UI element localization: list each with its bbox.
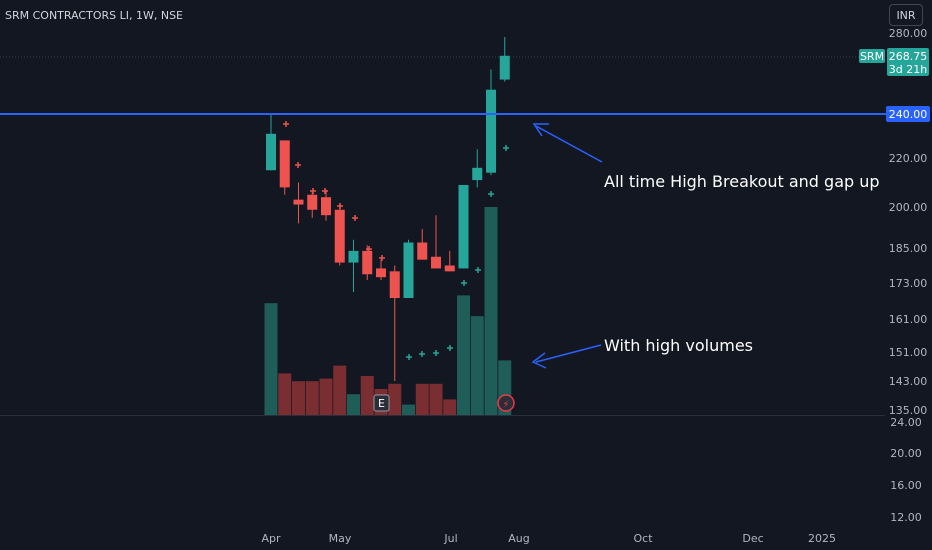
price-tick-label: 185.00 bbox=[889, 242, 928, 255]
volume-bar bbox=[402, 404, 415, 415]
volume-bar bbox=[457, 295, 470, 415]
volume-tick-label: 16.00 bbox=[890, 479, 922, 492]
dividend-marker-circle bbox=[497, 394, 515, 412]
price-tag-symbol-box bbox=[859, 49, 885, 63]
breakout-arrow-head bbox=[532, 123, 549, 137]
price-tick-label: 135.00 bbox=[889, 404, 928, 417]
price-tick-label: 151.00 bbox=[889, 346, 928, 359]
candle-body bbox=[499, 55, 510, 80]
volume-pane bbox=[264, 207, 512, 415]
time-axis[interactable]: Apr May Jul Aug Oct Dec 2025 bbox=[261, 532, 836, 545]
volume-arrow-line bbox=[535, 344, 602, 363]
candle-body bbox=[417, 242, 428, 260]
price-tick-label: 173.00 bbox=[889, 277, 928, 290]
breakout-arrow-line bbox=[535, 125, 603, 163]
time-tick-label: 2025 bbox=[808, 532, 836, 545]
candles-layer bbox=[266, 37, 510, 381]
candle-body bbox=[389, 271, 400, 298]
volume-bar bbox=[429, 383, 443, 415]
candle-body bbox=[279, 140, 290, 188]
time-tick-label: Jul bbox=[443, 532, 457, 545]
candle-body bbox=[431, 256, 441, 269]
chart-title: SRM CONTRACTORS LI, 1W, NSE bbox=[5, 9, 183, 22]
volume-bar bbox=[360, 376, 374, 415]
volume-bar bbox=[484, 207, 498, 415]
price-axis[interactable]: 280.00 220.00 200.00 185.00 173.00 161.00 151.… bbox=[889, 27, 928, 417]
breakout-annotation[interactable]: All time High Breakout and gap up bbox=[532, 123, 880, 191]
volume-bar bbox=[278, 373, 292, 415]
price-tag-box bbox=[887, 48, 929, 76]
time-tick-label: Aug bbox=[508, 532, 529, 545]
time-tick-label: Apr bbox=[261, 532, 281, 545]
price-tag-countdown: 3d 21h bbox=[889, 63, 927, 76]
currency-button[interactable]: INR bbox=[889, 4, 923, 26]
volume-bar bbox=[347, 394, 360, 415]
price-tick-label: 161.00 bbox=[889, 313, 928, 326]
candle-body bbox=[362, 250, 373, 275]
candle-body bbox=[458, 184, 469, 269]
volume-bar bbox=[292, 381, 305, 415]
volume-annotation-text: With high volumes bbox=[604, 336, 753, 355]
volume-tick-label: 20.00 bbox=[890, 447, 922, 460]
price-tag-symbol: SRM bbox=[860, 50, 884, 63]
volume-tick-label: 24.00 bbox=[890, 416, 922, 429]
price-tag-price: 268.75 bbox=[889, 50, 928, 63]
time-tick-label: Oct bbox=[633, 532, 653, 545]
price-tick-label: 200.00 bbox=[889, 201, 928, 214]
level-tag: 240.00 bbox=[889, 108, 928, 121]
earnings-marker[interactable]: E bbox=[373, 394, 390, 412]
earnings-marker-box bbox=[373, 394, 390, 412]
earnings-marker-label: E bbox=[378, 397, 385, 410]
candle-body bbox=[444, 265, 455, 272]
volume-annotation[interactable]: With high volumes bbox=[531, 336, 753, 369]
candle-body bbox=[334, 209, 345, 263]
pivot-markers bbox=[283, 121, 509, 360]
volume-axis[interactable]: 24.00 20.00 16.00 12.00 bbox=[890, 416, 922, 524]
volume-bar bbox=[415, 383, 429, 415]
volume-bar bbox=[470, 316, 484, 415]
volume-bar bbox=[264, 303, 278, 415]
volume-bar bbox=[333, 365, 347, 415]
volume-bar bbox=[305, 381, 319, 415]
volume-arrow-head bbox=[531, 352, 547, 369]
volume-bar bbox=[388, 383, 402, 415]
candle-body bbox=[348, 250, 359, 263]
volume-tick-label: 12.00 bbox=[890, 511, 922, 524]
candle-body bbox=[486, 89, 496, 173]
price-tick-label: 220.00 bbox=[889, 152, 928, 165]
candle-body bbox=[293, 199, 304, 205]
price-tag: SRM 268.75 3d 21h bbox=[859, 48, 929, 76]
volume-bar bbox=[443, 399, 457, 415]
lightning-icon: ⚡ bbox=[502, 400, 509, 411]
level-tag-box bbox=[886, 106, 930, 122]
candle-body bbox=[307, 194, 318, 210]
breakout-annotation-text: All time High Breakout and gap up bbox=[604, 172, 880, 191]
candle-body bbox=[321, 197, 331, 216]
volume-bar bbox=[319, 378, 333, 415]
dividend-marker[interactable]: ⚡ bbox=[497, 394, 515, 412]
time-tick-label: May bbox=[329, 532, 352, 545]
candle-body bbox=[472, 167, 483, 181]
time-tick-label: Dec bbox=[742, 532, 763, 545]
candle-body bbox=[266, 133, 276, 171]
candle-body bbox=[376, 268, 386, 278]
price-tick-label: 143.00 bbox=[889, 375, 928, 388]
candle-body bbox=[403, 242, 414, 298]
price-tick-label: 280.00 bbox=[889, 27, 928, 40]
